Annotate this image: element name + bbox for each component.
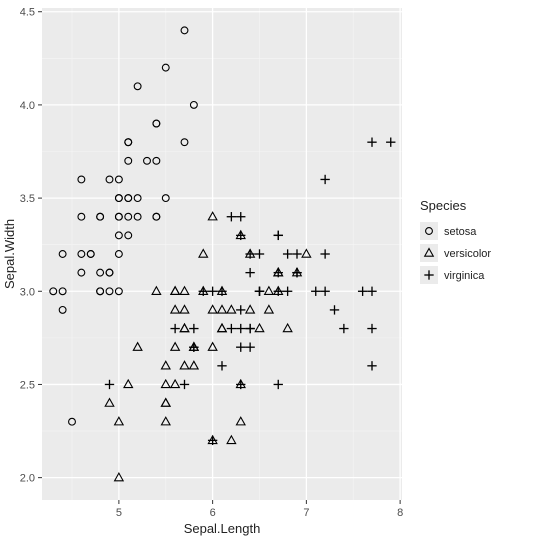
x-tick-label: 7 [303, 507, 309, 519]
plot-panel [42, 8, 402, 500]
y-axis-title: Sepal.Width [2, 219, 17, 289]
y-tick-label: 2.5 [20, 379, 35, 391]
legend-key-bg [420, 222, 438, 240]
x-tick-label: 6 [210, 507, 216, 519]
legend-title: Species [420, 198, 467, 213]
legend-label: virginica [444, 270, 485, 282]
legend-label: setosa [444, 226, 477, 238]
y-tick-label: 3.5 [20, 193, 35, 205]
x-tick-label: 8 [397, 507, 403, 519]
x-axis-title: Sepal.Length [184, 521, 261, 536]
y-tick-label: 4.5 [20, 7, 35, 19]
legend-key-bg [420, 244, 438, 262]
y-tick-label: 3.0 [20, 286, 35, 298]
legend-label: versicolor [444, 248, 491, 260]
x-tick-label: 5 [116, 507, 122, 519]
y-tick-label: 4.0 [20, 100, 35, 112]
y-tick-label: 2.0 [20, 473, 35, 485]
scatter-chart: 5 6 7 8 2.0 2.5 3.0 3.5 4.0 4.5 Sepal.Length Sepal.… [0, 0, 544, 543]
